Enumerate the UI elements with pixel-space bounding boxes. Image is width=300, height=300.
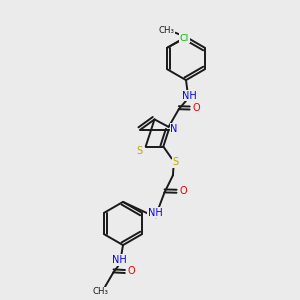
Text: Cl: Cl	[180, 34, 189, 43]
Text: NH: NH	[148, 208, 163, 218]
Text: O: O	[128, 266, 135, 276]
Text: NH: NH	[182, 91, 197, 101]
Text: CH₃: CH₃	[159, 26, 175, 35]
Text: S: S	[173, 157, 179, 167]
Text: NH: NH	[112, 255, 127, 265]
Text: O: O	[179, 186, 187, 196]
Text: N: N	[170, 124, 178, 134]
Text: CH₃: CH₃	[92, 287, 108, 296]
Text: S: S	[136, 146, 143, 156]
Text: O: O	[192, 103, 200, 113]
